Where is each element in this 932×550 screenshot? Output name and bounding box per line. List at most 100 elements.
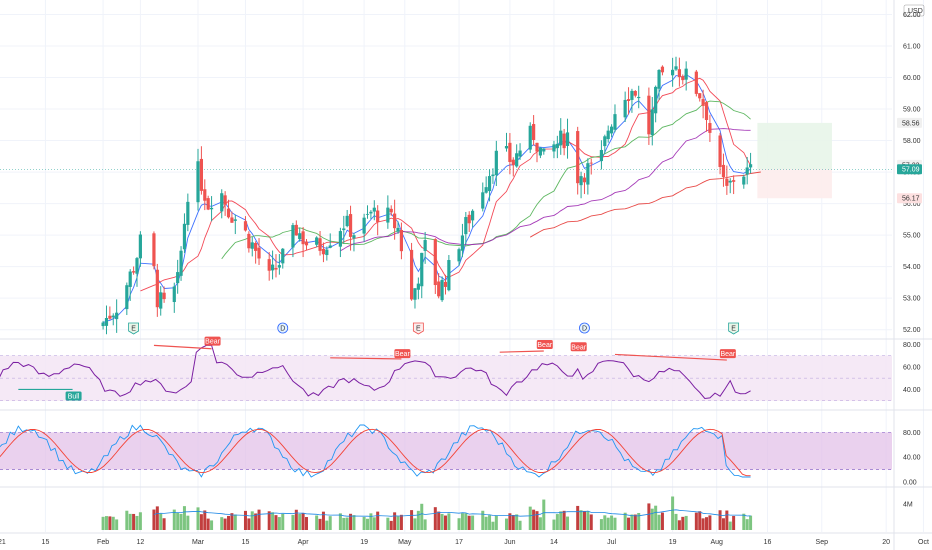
rsi-signal-badge — [204, 336, 221, 346]
candle-body — [491, 174, 495, 177]
volume-bar — [271, 512, 275, 530]
candle-body — [704, 102, 709, 121]
candle-body — [104, 317, 109, 326]
candle-body — [582, 177, 587, 183]
volume-bar — [657, 514, 661, 530]
time-tick: 15 — [242, 539, 250, 546]
volume-bar — [104, 516, 108, 530]
event-label: E — [131, 326, 136, 333]
volume-bar — [389, 520, 393, 530]
event-label: E — [731, 326, 736, 333]
rsi-panel: Bull Bear Bear Bear Bear Bear — [0, 336, 892, 401]
volume-bar — [440, 513, 444, 530]
candle-body — [423, 240, 427, 251]
candle-body — [447, 260, 451, 291]
candle-body — [328, 245, 332, 248]
volume-bar — [301, 512, 305, 530]
candle-body — [270, 264, 275, 271]
candle-body — [745, 167, 749, 175]
candle-body — [508, 142, 512, 162]
rsi-tick: 60.00 — [903, 364, 921, 371]
stochastic-panel — [0, 424, 892, 478]
volume-bar — [274, 515, 278, 530]
candle-body — [321, 248, 326, 255]
earnings-marker — [128, 322, 139, 335]
volume-bar — [433, 507, 437, 530]
rsi-tick: 40.00 — [903, 387, 921, 394]
candle-body — [660, 66, 665, 73]
volume-bar — [179, 513, 183, 530]
candle-body — [694, 71, 698, 94]
volume-bar — [162, 518, 166, 530]
candle-body — [345, 215, 349, 227]
candle-body — [416, 283, 420, 290]
candle-body — [701, 99, 705, 106]
candle-body — [718, 135, 722, 167]
volume-bar — [484, 516, 488, 530]
volume-bar — [535, 511, 539, 530]
volume-bar — [637, 512, 641, 530]
candle-body — [728, 180, 732, 183]
candle-body — [433, 239, 437, 286]
volume-bar — [552, 519, 556, 530]
volume-bar — [396, 516, 400, 530]
candle-body — [654, 86, 658, 114]
volume-bar — [599, 519, 603, 530]
candle-body — [182, 223, 187, 250]
stoch-tick: 80.00 — [903, 430, 921, 437]
candle-body — [443, 281, 448, 287]
volume-bar — [460, 513, 464, 530]
candle-body — [128, 271, 132, 287]
candle-body — [274, 267, 278, 270]
candle-body — [528, 125, 532, 150]
currency-box — [903, 4, 925, 17]
candle-body — [681, 76, 685, 81]
volume-bar — [491, 521, 495, 530]
candle-body — [318, 238, 322, 251]
volume-bar — [732, 515, 736, 530]
candle-body — [342, 228, 346, 231]
volume-bar — [152, 509, 156, 530]
candle-body — [399, 229, 404, 252]
candle-body — [609, 126, 614, 134]
volume-bar — [206, 518, 210, 530]
time-tick: Oct — [918, 539, 929, 546]
price-badge — [897, 193, 922, 204]
volume-bar — [515, 514, 519, 530]
candle-body — [732, 180, 736, 182]
rsi-tick: 80.00 — [903, 342, 921, 349]
candle-body — [138, 234, 142, 259]
candle-body — [518, 150, 522, 157]
rsi-signal-label: Bear — [205, 339, 220, 346]
price-badge — [897, 117, 922, 128]
volume-bar — [230, 513, 234, 530]
price-badge-label: 57.09 — [902, 167, 920, 174]
volume-bar — [677, 520, 681, 530]
time-tick: Mar — [192, 539, 205, 546]
sma-10-line — [140, 77, 751, 292]
volume-bar — [633, 514, 637, 530]
volume-bar — [582, 510, 586, 530]
candle-body — [542, 148, 546, 152]
volume-bar — [250, 511, 254, 530]
stoch-band — [0, 432, 892, 470]
volume-bar — [186, 515, 190, 530]
price-tick: 53.00 — [903, 296, 921, 303]
target-loss-zone — [757, 169, 832, 199]
stoch-tick: 0.00 — [903, 479, 917, 486]
volume-bar — [718, 510, 722, 530]
volume-bar — [399, 514, 403, 530]
candle-body — [409, 249, 414, 300]
volume-bar — [254, 513, 258, 530]
candle-body — [532, 124, 536, 140]
volume-bar — [413, 518, 417, 530]
rsi-signal-label: Bear — [395, 351, 410, 358]
volume-bar — [220, 517, 224, 530]
candle-body — [589, 162, 593, 164]
volume-bar — [257, 509, 261, 530]
volume-bar — [111, 516, 115, 530]
rsi-signal-badge — [394, 349, 411, 359]
volume-bar — [243, 510, 247, 530]
candle-body — [108, 315, 112, 319]
moving-averages — [102, 73, 761, 324]
